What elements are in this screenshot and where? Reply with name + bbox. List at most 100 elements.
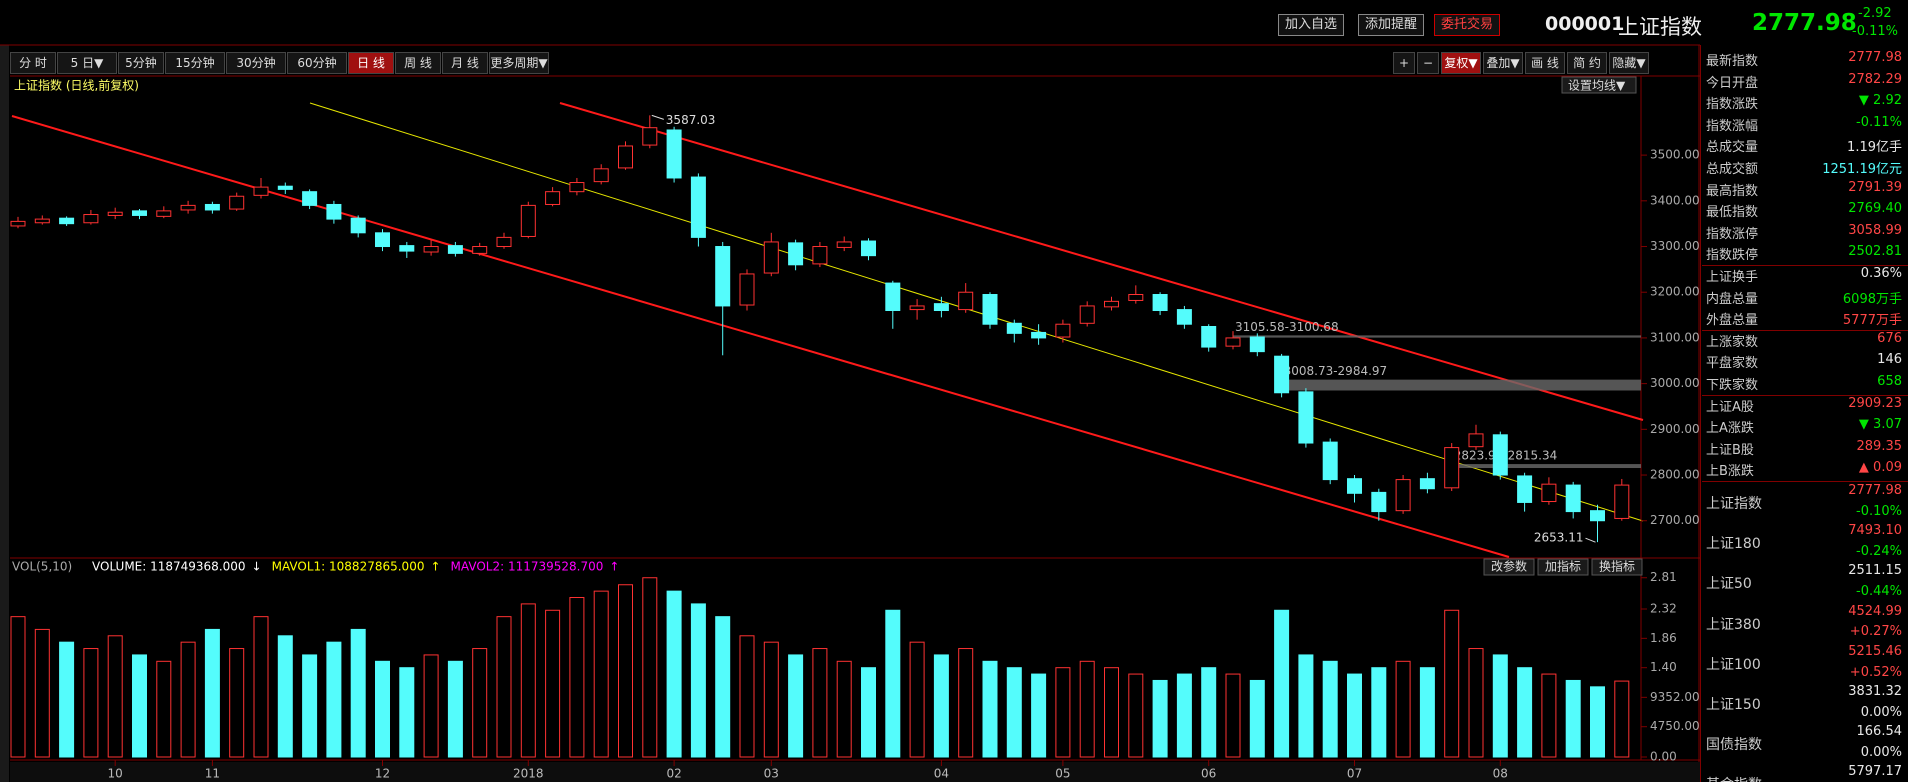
volume-bar (1395, 660, 1411, 758)
x-tick-label: 02 (666, 767, 681, 781)
volume-arrow: ↑ (609, 560, 619, 574)
quote-value: 676 (1877, 330, 1902, 346)
candle-body (1492, 434, 1508, 476)
volume-bar (715, 616, 731, 758)
top-button[interactable]: 委托交易 (1434, 14, 1501, 36)
candle-body (739, 273, 755, 306)
volume-title: VOL(5,10) (12, 560, 72, 574)
candle-body (1614, 484, 1630, 519)
volume-readout: MAVOL2: 111739528.700 (451, 560, 604, 574)
candle-body (1225, 337, 1241, 347)
volume-bar (861, 667, 876, 758)
quote-label: 今日开盘 (1706, 75, 1759, 91)
volume-bar (132, 654, 147, 758)
x-tick-label: 07 (1347, 767, 1362, 781)
stock-name: 上证指数 (1618, 15, 1702, 39)
volume-bar (1468, 648, 1484, 758)
candle-body (593, 168, 609, 183)
volume-bar (1055, 667, 1071, 758)
period-button[interactable]: 15分钟 (165, 52, 225, 74)
quote-value: ▲ 0.09 (1858, 460, 1902, 476)
price-band (1281, 379, 1641, 391)
tool-button[interactable]: 复权▼ (1441, 52, 1481, 74)
candle-body (1152, 294, 1168, 312)
price-band (1233, 335, 1641, 338)
indicator-button-label[interactable]: 加指标 (1545, 559, 1581, 574)
candle-body (836, 241, 852, 248)
volume-bar (788, 654, 804, 758)
volume-bar (933, 654, 949, 758)
stock-code: 000001 (1545, 13, 1625, 35)
candle-body (763, 241, 779, 274)
index-change: 0.00% (1860, 704, 1902, 720)
indicator-button[interactable] (1483, 558, 1535, 576)
ma-button-label[interactable]: 设置均线▼ (1568, 79, 1626, 93)
indicator-button-label[interactable]: 换指标 (1599, 559, 1635, 574)
candle-body (1565, 484, 1581, 513)
period-button[interactable]: 周 线 (395, 52, 441, 74)
tool-button[interactable]: 简 约 (1567, 52, 1607, 74)
candle-body (1249, 336, 1265, 353)
volume-readout: MAVOL1: 108827865.000 (272, 560, 425, 574)
quote-label: 上A涨跌 (1706, 421, 1754, 437)
candle-body (715, 246, 731, 307)
period-button[interactable]: 5 日▼ (57, 52, 117, 74)
indicator-button[interactable] (1591, 558, 1643, 576)
period-button[interactable]: 更多周期▼ (489, 52, 549, 74)
index-name: 上证150 (1706, 697, 1761, 713)
volume-bar (885, 609, 901, 758)
candle-body (933, 303, 949, 312)
period-button[interactable]: 60分钟 (287, 52, 347, 74)
tool-button[interactable]: 叠加▼ (1483, 52, 1523, 74)
top-button[interactable]: 添加提醒 (1358, 14, 1425, 36)
quote-value: 658 (1877, 374, 1902, 389)
tool-button[interactable]: 隐藏▼ (1609, 52, 1649, 74)
period-button[interactable]: 分 时 (10, 52, 56, 74)
candle-body (1128, 294, 1144, 301)
top-button[interactable]: 加入自选 (1278, 14, 1345, 36)
volume-bar (642, 577, 658, 758)
candle-body (350, 217, 366, 234)
candle-body (1395, 479, 1411, 512)
volume-bar (1419, 667, 1435, 758)
volume-bar (229, 648, 245, 758)
index-value: 7493.10 (1848, 523, 1902, 539)
ma-button[interactable] (1561, 76, 1637, 94)
candle-body (861, 240, 876, 257)
volume-bar (1006, 667, 1022, 758)
candle-body (666, 129, 682, 179)
quote-value: ▼ 3.07 (1858, 417, 1902, 433)
period-button[interactable]: 月 线 (442, 52, 488, 74)
period-button[interactable]: 30分钟 (226, 52, 286, 74)
candle-body (1517, 475, 1533, 503)
volume-bar (1492, 654, 1508, 758)
y-tick-label: 1.86 (1650, 631, 1677, 645)
chart-title: 上证指数 (日线,前复权) (14, 78, 139, 93)
tool-button[interactable]: 画 线 (1525, 52, 1565, 74)
volume-bar (569, 597, 585, 758)
volume-bar (375, 660, 390, 758)
tool-button[interactable]: + (1393, 52, 1415, 74)
period-button[interactable]: 日 线 (348, 52, 394, 74)
period-button[interactable]: 5分钟 (118, 52, 164, 74)
indicator-button-label[interactable]: 改参数 (1491, 559, 1527, 574)
volume-bar (739, 635, 755, 758)
candle-body (1298, 391, 1314, 444)
volume-bar (958, 648, 974, 758)
x-tick-label: 04 (934, 767, 949, 781)
candle-body (277, 185, 293, 190)
quote-label: 最新指数 (1706, 54, 1759, 69)
band-label: 3008.73-2984.97 (1284, 364, 1388, 378)
candle-body (788, 242, 804, 266)
volume-bar (180, 641, 196, 758)
index-value: 5797.17 (1848, 764, 1902, 780)
y-tick-label: 3100.00 (1650, 330, 1700, 344)
volume-bar (1225, 673, 1241, 758)
indicator-button[interactable] (1537, 558, 1589, 576)
index-name: 上证50 (1706, 576, 1752, 593)
band-label: 3105.58-3100.68 (1235, 320, 1339, 334)
tool-button[interactable]: − (1417, 52, 1439, 74)
volume-bar (107, 635, 123, 758)
volume-bar (1444, 609, 1460, 758)
quote-label: 外盘总量 (1706, 313, 1759, 329)
